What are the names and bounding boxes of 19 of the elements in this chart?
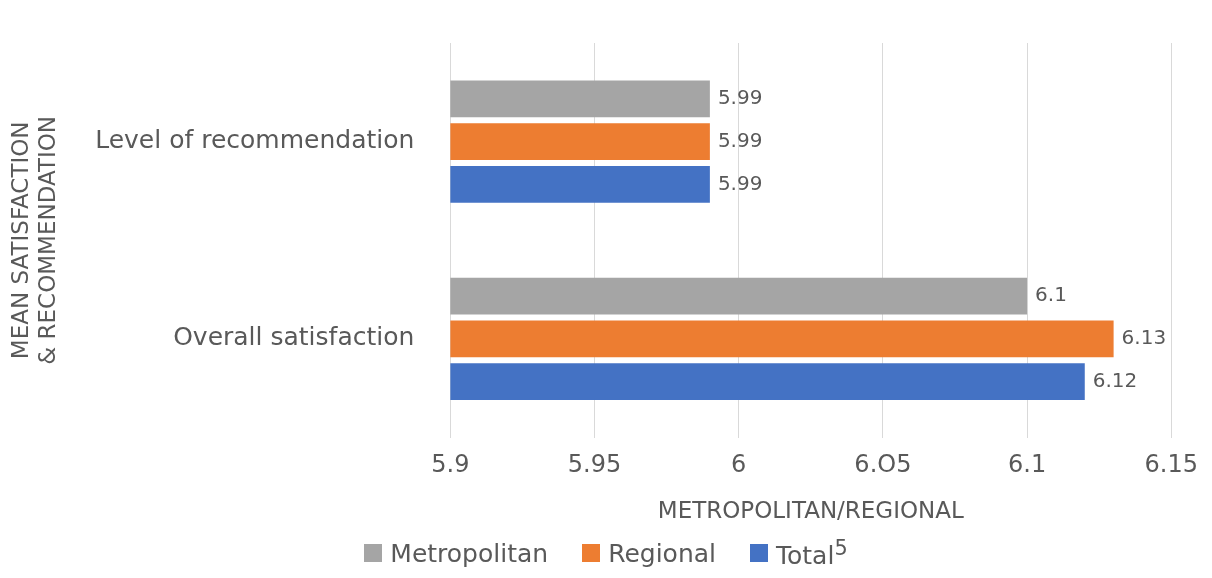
- y-axis-title: MEAN SATISFACTION & RECOMMENDATION: [6, 115, 61, 365]
- data-label: 6.12: [1092, 367, 1138, 392]
- data-label: 5.99: [717, 85, 763, 110]
- y-tick-label: Overall satisfaction: [173, 322, 415, 352]
- x-axis-title: METROPOLITAN/REGIONAL: [657, 497, 964, 524]
- legend-label: Total$^{5}$: [776, 536, 848, 571]
- x-tick-label: 6: [731, 450, 747, 479]
- x-tick-label: 5.9: [431, 450, 470, 479]
- data-label: 5.99: [717, 170, 763, 195]
- legend-label: Regional: [608, 538, 716, 568]
- legend-label: Metropolitan: [390, 538, 549, 568]
- x-tick-label: 6.1: [1008, 450, 1047, 479]
- y-tick-label: Level of recommendation: [95, 125, 415, 155]
- x-tick-label: 6.O5: [854, 450, 912, 479]
- data-label: 6.1: [1035, 282, 1067, 307]
- data-label: 6.13: [1121, 325, 1167, 350]
- data-label: 5.99: [717, 127, 763, 152]
- x-tick-label: 6.15: [1144, 450, 1198, 479]
- x-tick-label: 5.95: [567, 450, 622, 479]
